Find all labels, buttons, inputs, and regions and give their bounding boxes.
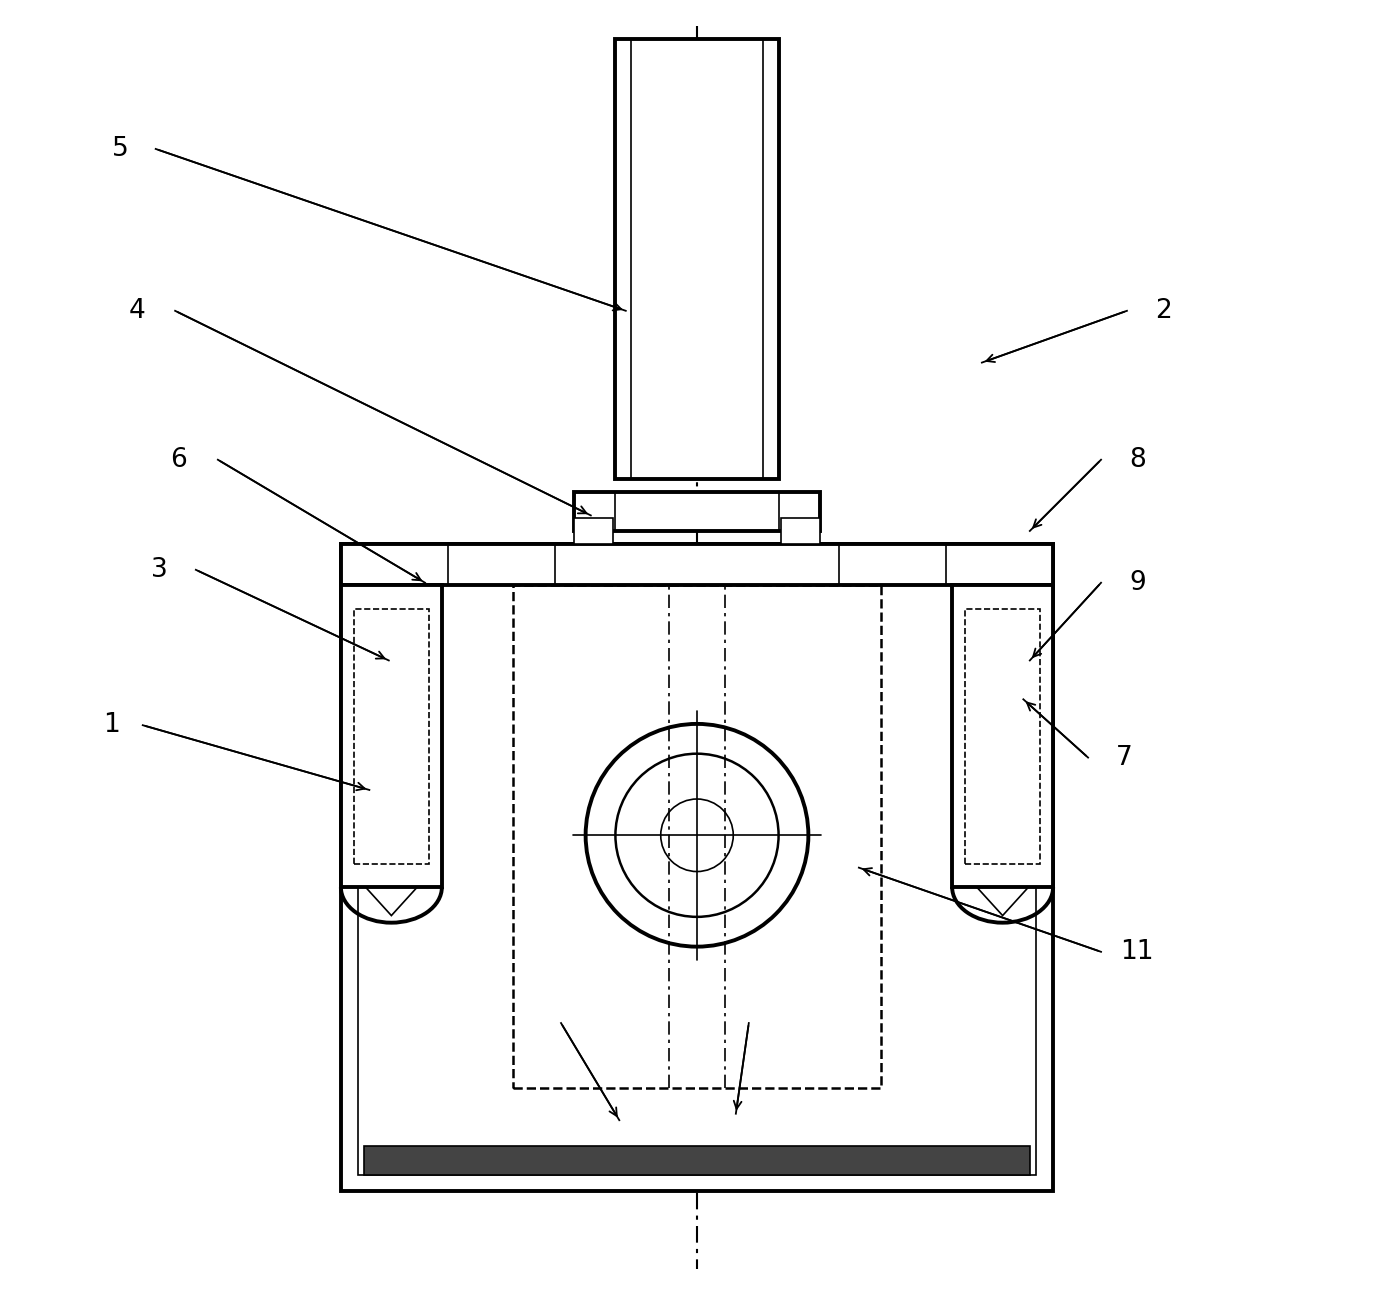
- Text: 4: 4: [130, 298, 146, 324]
- Text: 1: 1: [103, 712, 120, 738]
- Bar: [358, 561, 1036, 1175]
- Text: 7: 7: [1117, 745, 1133, 771]
- Bar: [342, 544, 1052, 1191]
- Bar: [965, 609, 1040, 864]
- Bar: [781, 518, 820, 544]
- Bar: [615, 39, 779, 479]
- Bar: [952, 585, 1052, 887]
- Text: 6: 6: [170, 447, 187, 473]
- Bar: [354, 609, 429, 864]
- Text: 5: 5: [113, 136, 130, 162]
- Text: 9: 9: [1129, 570, 1146, 596]
- Bar: [513, 585, 881, 1088]
- Text: 8: 8: [1129, 447, 1146, 473]
- Bar: [342, 544, 1052, 585]
- Text: 11: 11: [1121, 939, 1154, 965]
- Bar: [364, 1146, 1030, 1175]
- Bar: [574, 492, 820, 531]
- Text: 3: 3: [151, 557, 167, 583]
- Bar: [574, 518, 613, 544]
- Text: 2: 2: [1154, 298, 1171, 324]
- Bar: [342, 585, 442, 887]
